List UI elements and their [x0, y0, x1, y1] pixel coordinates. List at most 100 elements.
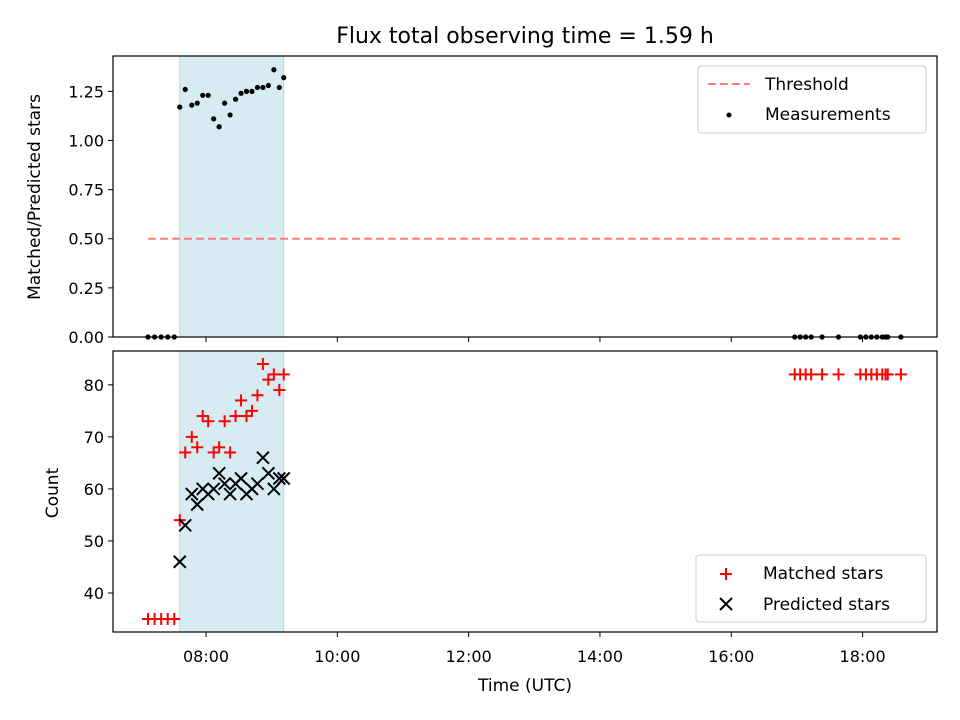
measurement-point — [182, 86, 188, 93]
bottom-y-tick-label: 40 — [84, 584, 104, 603]
predicted-star-point — [178, 518, 192, 533]
measurement-point — [194, 100, 200, 106]
bottom-x-tick-label: 10:00 — [314, 647, 360, 666]
predicted-star-point — [190, 497, 204, 512]
matched-star-point — [235, 394, 248, 407]
measurement-point — [238, 90, 244, 96]
measurement-point — [265, 82, 271, 89]
matched-star-point — [894, 368, 907, 381]
matched-star-point — [240, 410, 253, 423]
bottom-plot-area — [142, 350, 907, 633]
measurement-point — [254, 84, 261, 91]
bottom-x-tick-label: 12:00 — [446, 647, 492, 666]
top-y-tick-label: 1.00 — [68, 131, 104, 150]
predicted-star-point — [256, 450, 270, 465]
predicted-stars-legend-label: Predicted stars — [763, 595, 890, 615]
matched-star-point — [256, 358, 269, 371]
matched-star-point — [277, 368, 290, 381]
predicted-star-point — [206, 482, 221, 496]
matched-star-point — [202, 415, 215, 428]
matched-stars-legend-swatch — [720, 568, 732, 580]
top-y-tick-label: 0.75 — [68, 181, 104, 200]
measurement-point — [211, 116, 217, 122]
measurement-point — [249, 88, 255, 94]
measurement-point — [281, 75, 287, 81]
predicted-star-point — [250, 476, 265, 491]
chart-title: Flux total observing time = 1.59 h — [336, 24, 714, 49]
bottom-legend: Matched stars Predicted stars — [695, 554, 927, 623]
matched-star-point — [213, 441, 226, 454]
matched-star-point — [168, 612, 181, 625]
bottom-y-axis: 40 50 60 70 80 — [84, 376, 113, 603]
predicted-star-point — [217, 476, 232, 491]
measurement-point — [271, 67, 277, 73]
matched-star-point — [185, 430, 198, 443]
matched-star-point — [207, 446, 220, 459]
matched-star-point — [218, 415, 231, 428]
bottom-y-tick-label: 50 — [84, 532, 104, 551]
predicted-star-point — [223, 487, 237, 501]
bottom-x-tick-label: 16:00 — [708, 647, 754, 666]
measurements-legend-swatch — [726, 112, 732, 118]
matched-star-point — [881, 368, 894, 381]
predicted-stars-legend-swatch — [719, 597, 733, 611]
matched-star-point — [179, 446, 192, 459]
top-plot-area — [145, 55, 904, 340]
x-axis-label: Time (UTC) — [477, 676, 572, 696]
top-y-tick-label: 0.25 — [68, 279, 104, 298]
predicted-star-point — [234, 471, 248, 486]
measurement-point — [276, 84, 282, 91]
measurement-point — [227, 112, 233, 118]
predicted-star-point — [277, 471, 291, 486]
predicted-star-point — [272, 471, 287, 486]
matched-star-point — [245, 404, 258, 417]
measurement-point — [216, 124, 222, 130]
measurement-point — [205, 92, 211, 98]
bottom-y-tick-label: 60 — [84, 480, 104, 499]
top-shaded-interval — [179, 55, 285, 338]
top-panel: 0.00 0.25 0.50 0.75 1.00 1.25 Matched/Predict… — [25, 55, 938, 347]
bottom-y-tick-label: 80 — [84, 376, 104, 395]
measurements-legend-label: Measurements — [765, 105, 891, 125]
bottom-x-tick-label: 08:00 — [183, 647, 229, 666]
top-x-axis-ticks — [205, 337, 864, 342]
measurement-point — [222, 100, 228, 106]
matched-star-point — [224, 446, 237, 459]
matched-star-point — [805, 368, 818, 381]
bottom-x-axis: 08:00 10:00 12:00 14:00 16:00 18:00 — [183, 632, 886, 666]
predicted-star-point — [212, 466, 226, 480]
measurement-point — [260, 84, 266, 91]
matched-star-point — [816, 368, 829, 381]
top-legend: Threshold Measurements — [697, 65, 927, 134]
predicted-star-point — [185, 487, 199, 501]
top-y-axis-label: Matched/Predicted stars — [25, 94, 45, 300]
top-y-tick-label: 1.25 — [68, 82, 104, 101]
measurement-point — [232, 96, 239, 102]
predicted-star-point — [261, 466, 276, 480]
matched-star-point — [262, 373, 275, 386]
bottom-panel: 40 50 60 70 80 08:00 10:00 12:00 14:00 16:00 18:0… — [43, 350, 938, 696]
top-axes-frame — [112, 55, 938, 338]
top-y-axis: 0.00 0.25 0.50 0.75 1.00 1.25 — [68, 82, 113, 347]
top-legend-box — [697, 65, 927, 134]
measurement-point — [243, 88, 250, 94]
bottom-axes-frame — [112, 350, 938, 633]
bottom-y-tick-label: 70 — [84, 428, 104, 447]
top-y-tick-label: 0.00 — [68, 328, 104, 347]
bottom-legend-box — [695, 554, 927, 623]
matched-star-point — [229, 410, 242, 423]
matched-star-point — [251, 389, 264, 402]
measurement-point — [189, 102, 195, 108]
bottom-y-axis-label: Count — [43, 467, 63, 518]
bottom-x-tick-label: 14:00 — [577, 647, 623, 666]
top-y-tick-label: 0.50 — [68, 230, 104, 249]
matched-star-point — [191, 441, 204, 454]
matched-star-point — [196, 410, 209, 423]
predicted-star-point — [267, 482, 281, 496]
threshold-legend-label: Threshold — [764, 75, 849, 95]
predicted-star-point — [173, 555, 187, 569]
bottom-x-tick-label: 18:00 — [840, 647, 886, 666]
matched-star-point — [273, 384, 286, 397]
matched-star-point — [832, 368, 845, 381]
